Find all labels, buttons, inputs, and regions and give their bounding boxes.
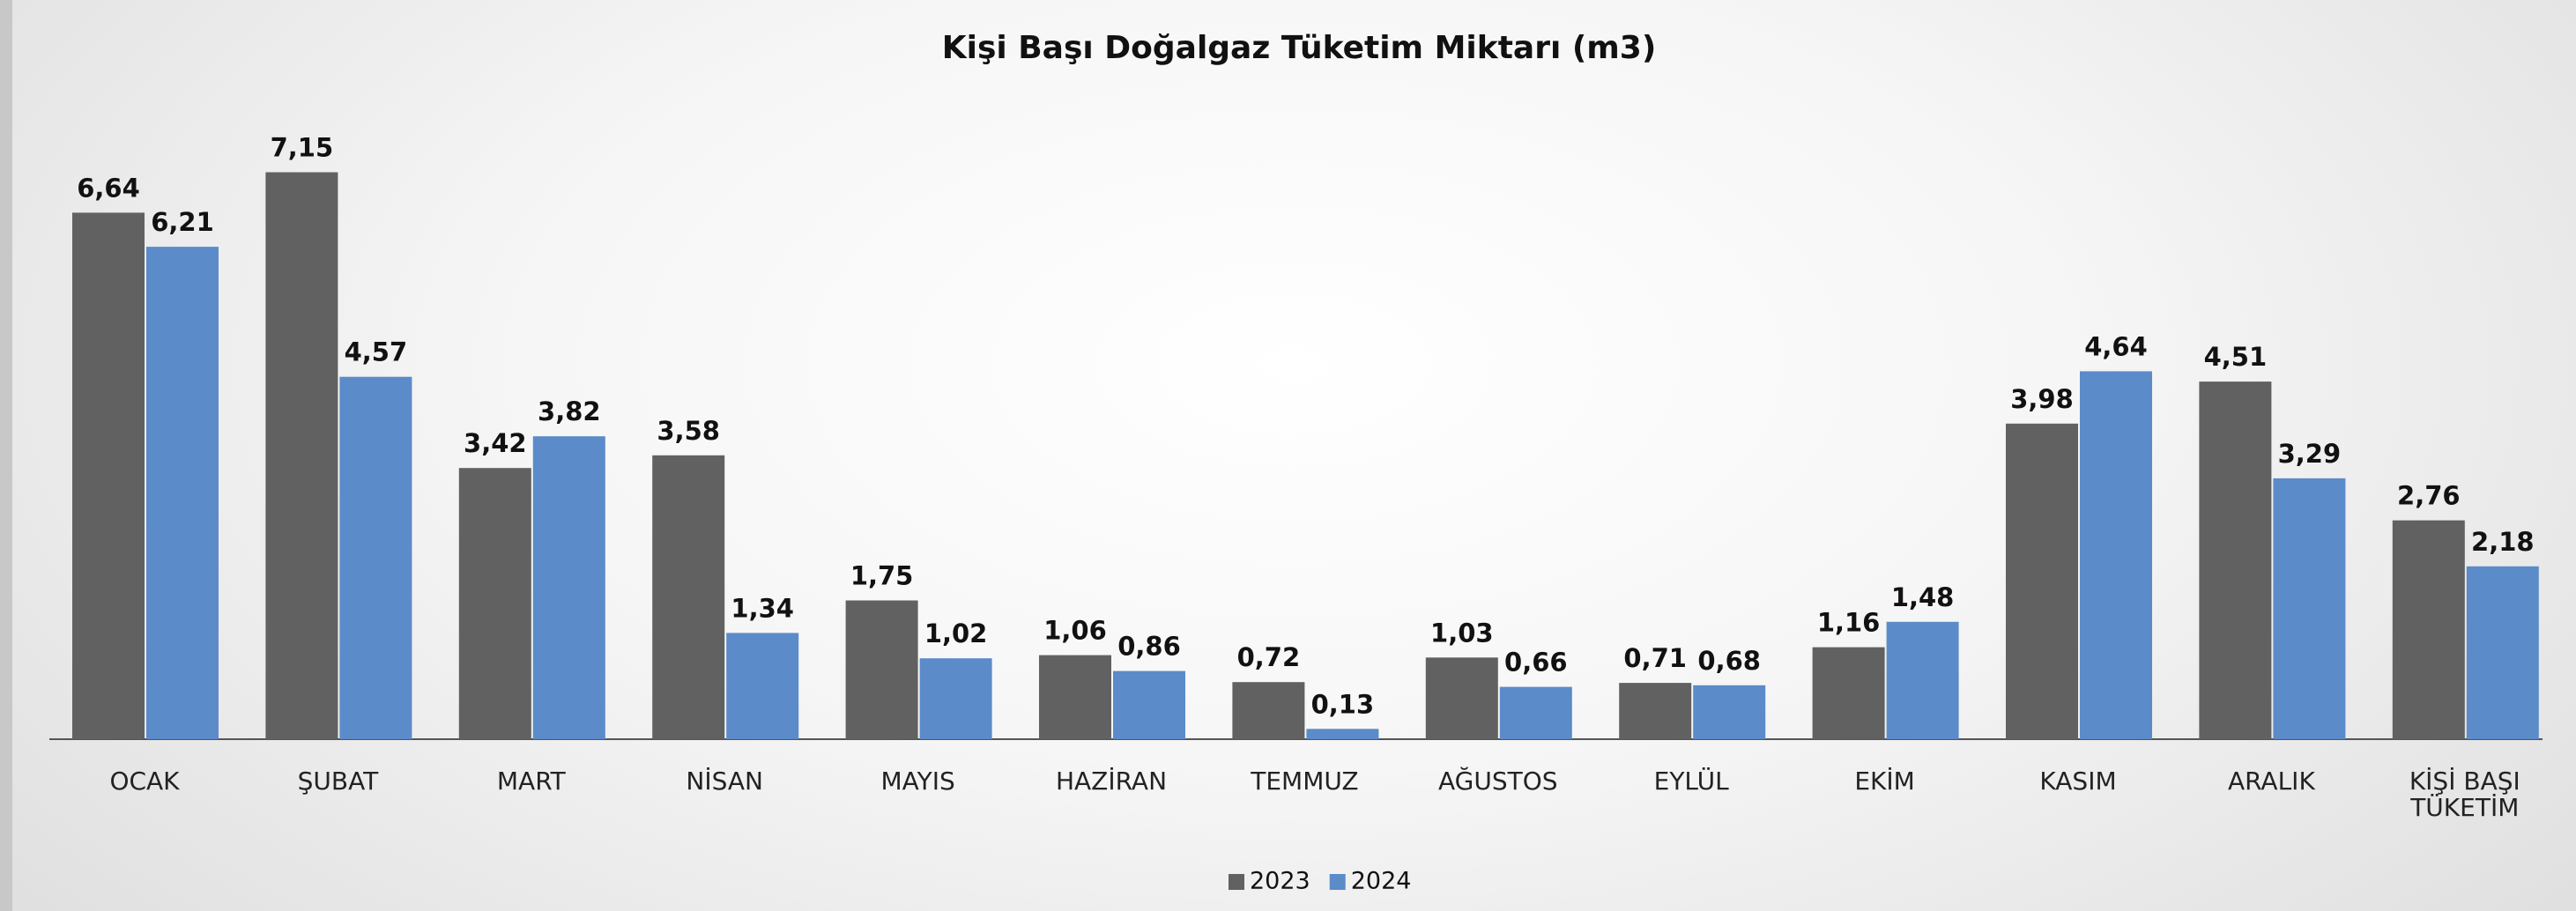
x-tick-label: ŞUBAT	[297, 767, 379, 796]
bar	[726, 633, 799, 739]
value-label: 0,71	[1623, 643, 1687, 673]
value-label: 1,06	[1043, 616, 1107, 646]
value-label: 3,29	[2278, 439, 2342, 469]
chart-title: Kişi Başı Doğalgaz Tüketim Miktarı (m3)	[942, 30, 1657, 66]
x-tick-label: TEMMUZ	[1251, 767, 1359, 796]
bar	[652, 455, 725, 739]
value-label: 2,76	[2397, 481, 2461, 511]
x-tick-label: EYLÜL	[1653, 767, 1729, 796]
bar	[1232, 682, 1305, 739]
value-label: 3,98	[2010, 384, 2074, 414]
bar	[1039, 655, 1111, 739]
bar	[1499, 686, 1572, 739]
x-tick-label: AĞUSTOS	[1438, 767, 1558, 796]
value-label: 2,18	[2471, 527, 2535, 557]
legend-swatch	[1329, 874, 1346, 890]
bar	[2273, 478, 2346, 739]
x-tick-label: MART	[496, 767, 566, 796]
value-label: 1,16	[1817, 608, 1881, 638]
bar	[265, 172, 338, 739]
bar	[2006, 423, 2078, 739]
value-label: 3,42	[464, 428, 527, 458]
value-label: 0,86	[1117, 632, 1181, 662]
bar	[458, 468, 531, 739]
bar	[2392, 520, 2465, 739]
bar	[2080, 371, 2152, 739]
value-label: 0,68	[1697, 646, 1761, 676]
value-label: 7,15	[271, 133, 334, 163]
bar	[2199, 381, 2272, 739]
x-tick-label: OCAK	[109, 767, 180, 796]
bar	[1425, 657, 1498, 739]
bar	[1619, 683, 1692, 739]
bar	[845, 600, 918, 739]
value-label: 1,75	[850, 561, 914, 591]
value-label: 1,48	[1891, 582, 1955, 612]
bar	[1306, 729, 1379, 739]
legend-label: 2024	[1351, 868, 1412, 895]
value-label: 6,64	[77, 173, 140, 203]
value-label: 4,51	[2204, 342, 2268, 372]
x-tick-label: MAYIS	[880, 767, 955, 796]
legend-swatch	[1229, 874, 1244, 890]
x-tick-label: EKİM	[1854, 767, 1915, 796]
value-label: 6,21	[151, 207, 214, 237]
x-tick-label: HAZİRAN	[1055, 767, 1168, 796]
bar	[146, 247, 219, 740]
legend-label: 2023	[1250, 868, 1310, 895]
value-label: 1,34	[731, 593, 794, 623]
value-label: 1,02	[924, 618, 988, 648]
bar	[1693, 685, 1766, 739]
x-tick-label: NİSAN	[686, 767, 763, 796]
bar	[1812, 647, 1885, 739]
value-label: 3,82	[538, 396, 601, 426]
value-label: 0,72	[1237, 642, 1301, 672]
x-tick-label: KASIM	[2039, 767, 2117, 796]
chart-svg: Kişi Başı Doğalgaz Tüketim Miktarı (m3) …	[49, 30, 2543, 895]
value-label: 4,64	[2084, 331, 2148, 361]
value-label: 4,57	[345, 337, 408, 367]
value-label: 0,13	[1311, 689, 1375, 719]
value-label: 3,58	[657, 416, 720, 446]
bar	[72, 212, 145, 739]
bar	[339, 376, 412, 739]
value-label: 0,66	[1504, 648, 1568, 678]
x-tick-label: ARALIK	[2227, 767, 2315, 796]
x-tick-label: KİŞİ BAŞI TÜKETİM	[2409, 767, 2520, 822]
bar	[919, 658, 992, 739]
bar	[1113, 670, 1185, 739]
bar	[2466, 566, 2539, 739]
bar	[532, 436, 605, 739]
value-label: 1,03	[1430, 618, 1494, 648]
bar	[1886, 621, 1959, 739]
